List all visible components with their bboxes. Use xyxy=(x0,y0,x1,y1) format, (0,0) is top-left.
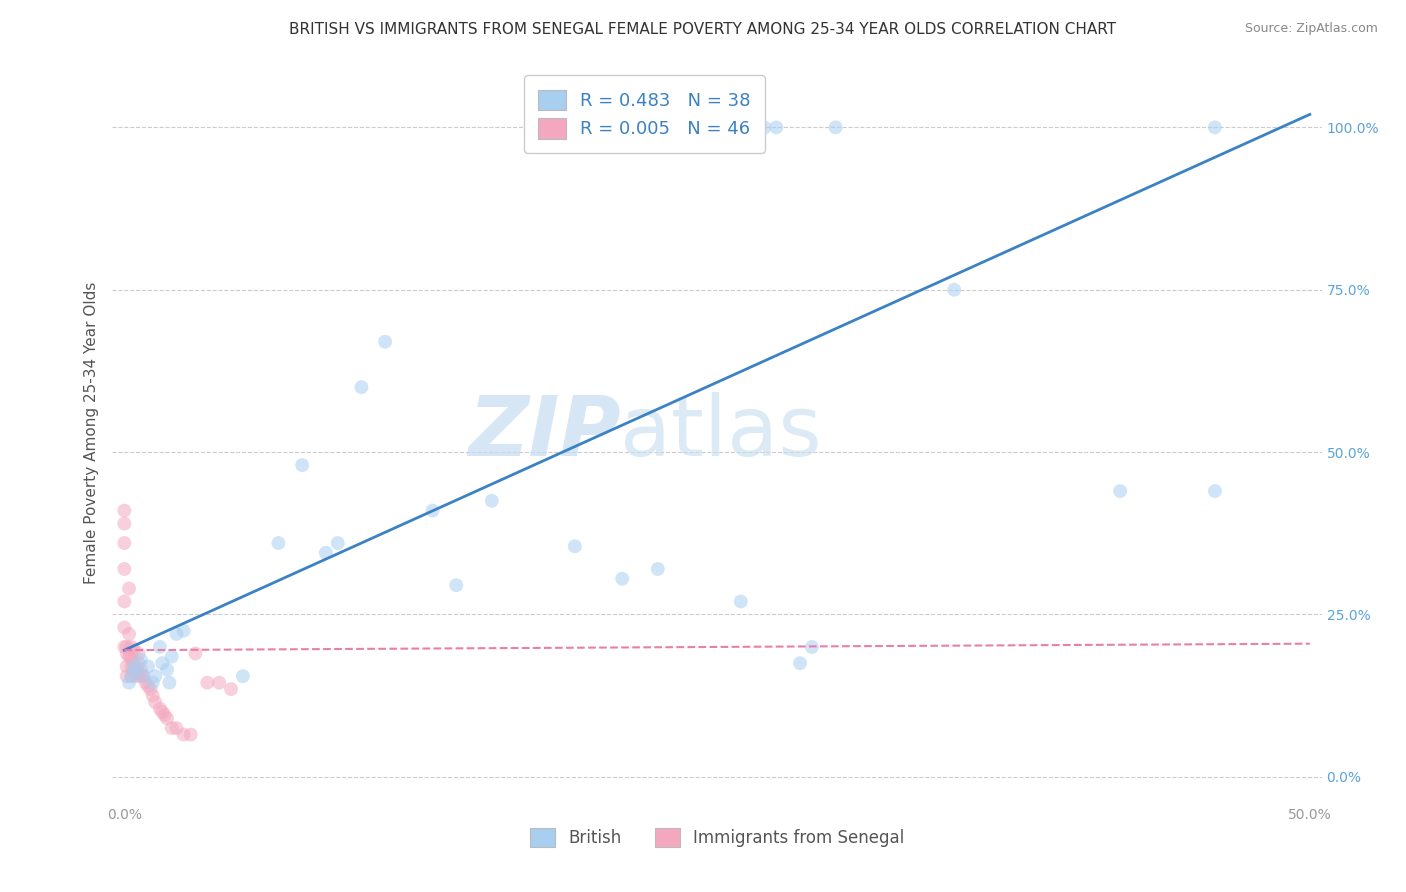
Point xyxy=(112,640,135,654)
Point xyxy=(120,659,142,673)
Point xyxy=(118,582,141,596)
Point xyxy=(730,594,752,608)
Point xyxy=(143,669,166,683)
Point xyxy=(122,643,145,657)
Point xyxy=(142,689,165,703)
Point xyxy=(118,649,141,664)
Point xyxy=(156,663,179,677)
Text: Source: ZipAtlas.com: Source: ZipAtlas.com xyxy=(1244,22,1378,36)
Point xyxy=(208,675,231,690)
Point xyxy=(564,539,586,553)
Point xyxy=(120,669,142,683)
Point xyxy=(128,647,150,661)
Text: atlas: atlas xyxy=(620,392,823,473)
Point xyxy=(195,675,218,690)
Point xyxy=(120,649,142,664)
Point xyxy=(800,640,823,654)
Point xyxy=(112,536,135,550)
Point xyxy=(291,458,314,472)
Point xyxy=(112,594,135,608)
Point xyxy=(135,675,157,690)
Point xyxy=(149,640,172,654)
Point xyxy=(315,546,337,560)
Point xyxy=(115,659,138,673)
Point xyxy=(184,647,207,661)
Point xyxy=(143,695,166,709)
Point xyxy=(446,578,468,592)
Point xyxy=(232,669,254,683)
Point xyxy=(156,711,179,725)
Point xyxy=(943,283,966,297)
Point xyxy=(612,572,634,586)
Point xyxy=(150,705,173,719)
Point xyxy=(112,516,135,531)
Text: BRITISH VS IMMIGRANTS FROM SENEGAL FEMALE POVERTY AMONG 25-34 YEAR OLDS CORRELAT: BRITISH VS IMMIGRANTS FROM SENEGAL FEMAL… xyxy=(290,22,1116,37)
Point xyxy=(754,120,776,135)
Point xyxy=(129,663,152,677)
Point xyxy=(166,721,188,735)
Point xyxy=(789,656,811,670)
Point xyxy=(115,669,138,683)
Point xyxy=(160,721,183,735)
Point xyxy=(112,562,135,576)
Point xyxy=(142,675,165,690)
Point xyxy=(112,620,135,634)
Point xyxy=(132,669,155,683)
Point xyxy=(481,493,503,508)
Point xyxy=(267,536,290,550)
Legend: British, Immigrants from Senegal: British, Immigrants from Senegal xyxy=(523,822,911,854)
Point xyxy=(647,562,669,576)
Point xyxy=(153,708,176,723)
Point xyxy=(149,701,172,715)
Point xyxy=(118,627,141,641)
Point xyxy=(1204,484,1226,499)
Point xyxy=(136,679,159,693)
Point xyxy=(157,675,180,690)
Point xyxy=(132,669,155,683)
Point xyxy=(422,503,444,517)
Point xyxy=(122,665,145,680)
Point xyxy=(150,656,173,670)
Point xyxy=(824,120,846,135)
Point xyxy=(1204,120,1226,135)
Point xyxy=(125,663,148,677)
Point xyxy=(122,659,145,673)
Point xyxy=(120,640,142,654)
Point xyxy=(128,665,150,680)
Point xyxy=(125,669,148,683)
Point xyxy=(374,334,396,349)
Text: ZIP: ZIP xyxy=(468,392,620,473)
Point xyxy=(129,669,152,683)
Point xyxy=(173,624,195,638)
Y-axis label: Female Poverty Among 25-34 Year Olds: Female Poverty Among 25-34 Year Olds xyxy=(83,282,98,583)
Point xyxy=(1109,484,1132,499)
Point xyxy=(180,728,202,742)
Point xyxy=(128,656,150,670)
Point xyxy=(115,640,138,654)
Point xyxy=(160,649,183,664)
Point xyxy=(115,647,138,661)
Point xyxy=(118,675,141,690)
Point xyxy=(765,120,787,135)
Point xyxy=(122,656,145,670)
Point xyxy=(326,536,349,550)
Point xyxy=(173,728,195,742)
Point xyxy=(350,380,373,394)
Point xyxy=(129,653,152,667)
Point xyxy=(112,503,135,517)
Point xyxy=(219,682,242,697)
Point xyxy=(125,663,148,677)
Point xyxy=(120,669,142,683)
Point xyxy=(136,659,159,673)
Point xyxy=(166,627,188,641)
Point xyxy=(139,682,162,697)
